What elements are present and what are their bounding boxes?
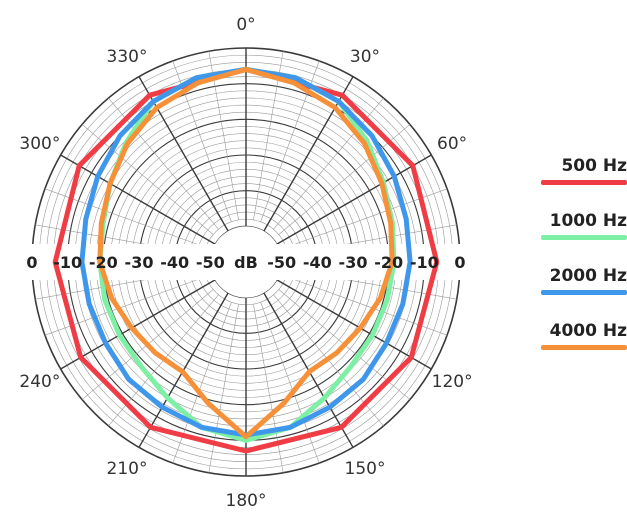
radial-tick-label: 0 [26,253,37,272]
polar-chart: 0 0 -10 -10 -20 -20 -30 -30 -40 -40 -50 -50 dB 0° 30° 6… [19,15,473,511]
radial-tick-label: 0 [454,253,465,272]
angle-tick-label: 300° [19,134,60,154]
legend-item-500hz: 500 Hz [540,150,627,205]
legend-label: 4000 Hz [549,321,627,341]
angle-tick-label: 30° [350,47,380,67]
angle-tick-label: 150° [345,459,386,479]
legend-swatch [541,180,627,185]
radial-tick-label: -30 [125,253,154,272]
angle-tick-label: 330° [107,47,148,67]
angle-tick-label: 0° [236,15,255,35]
legend-swatch [541,235,627,240]
center-hub [210,226,282,298]
series-line-4000hz [97,66,395,440]
legend-item-4000hz: 4000 Hz [540,315,627,370]
legend-swatch [541,345,627,350]
legend-item-1000hz: 1000 Hz [540,205,627,260]
angle-tick-label: 60° [437,134,467,154]
grid-spoke [276,154,432,245]
radial-tick-label: -10 [53,253,82,272]
legend-swatch [541,290,627,295]
angle-tick-label: 180° [226,491,267,511]
series-lines [52,66,440,454]
angle-tick-label: 120° [432,372,473,392]
grid-spoke [60,154,216,245]
legend: 500 Hz 1000 Hz 2000 Hz 4000 Hz [540,150,627,370]
legend-item-2000hz: 2000 Hz [540,260,627,315]
legend-label: 1000 Hz [549,211,627,231]
angle-tick-label: 240° [19,372,60,392]
legend-label: 500 Hz [561,156,627,176]
legend-label: 2000 Hz [549,266,627,286]
radial-axis-unit-label: dB [234,253,258,272]
angle-tick-label: 210° [107,459,148,479]
radial-tick-label: -40 [303,253,332,272]
radial-tick-label: -10 [410,253,439,272]
axis-labels: 0 0 -10 -10 -20 -20 -30 -30 -40 -40 -50 -50 dB 0° 30° 6… [19,15,472,511]
radial-tick-label: -20 [374,253,403,272]
radial-tick-label: -20 [89,253,118,272]
radial-tick-label: -50 [267,253,296,272]
grid-spoke [60,279,216,370]
grid-spoke [276,279,432,370]
series-line-500hz [52,66,440,454]
radial-tick-label: -30 [339,253,368,272]
radial-tick-label: -50 [196,253,225,272]
radial-tick-label: -40 [160,253,189,272]
